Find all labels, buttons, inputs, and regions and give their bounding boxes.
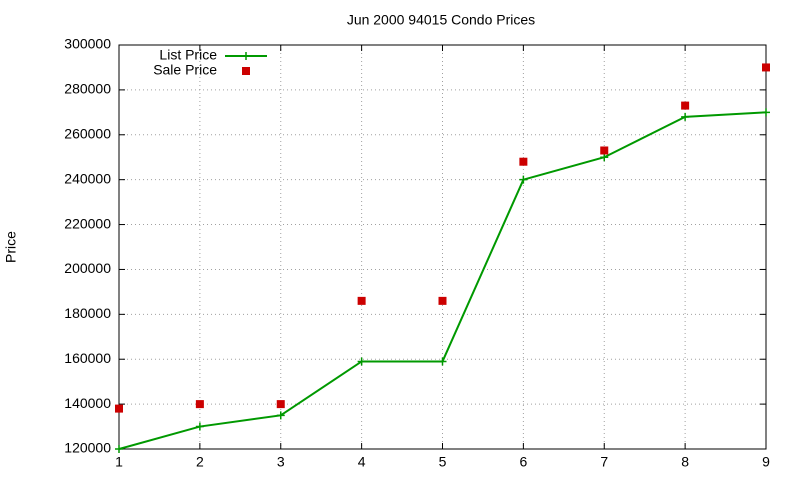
x-tick-label: 9	[762, 454, 770, 470]
data-point	[519, 157, 528, 166]
legend-marker	[242, 52, 250, 60]
legend-label: Sale Price	[153, 62, 217, 78]
x-tick-label: 2	[196, 454, 204, 470]
data-point	[600, 153, 609, 162]
data-point	[762, 108, 770, 117]
data-point	[762, 63, 770, 72]
y-tick-label: 120000	[64, 440, 111, 456]
data-point	[357, 357, 366, 366]
x-tick-label: 3	[277, 454, 285, 470]
x-tick-label: 6	[519, 454, 527, 470]
y-tick-label: 240000	[64, 170, 111, 186]
x-tick-label: 7	[600, 454, 608, 470]
data-point	[519, 175, 528, 184]
data-point	[115, 445, 123, 453]
data-point	[195, 400, 204, 409]
y-tick-label: 180000	[64, 305, 111, 321]
y-axis-label: Price	[3, 231, 19, 263]
data-point	[357, 296, 366, 305]
data-point	[681, 112, 690, 121]
data-point	[276, 400, 285, 409]
legend-marker	[242, 67, 250, 75]
x-tick-label: 8	[681, 454, 689, 470]
y-tick-label: 300000	[64, 36, 111, 52]
series-line	[118, 111, 767, 450]
data-point	[276, 411, 285, 420]
y-tick-label: 260000	[64, 125, 111, 141]
y-tick-label: 160000	[64, 350, 111, 366]
y-tick-label: 140000	[64, 395, 111, 411]
y-tick-label: 280000	[64, 81, 111, 97]
data-point	[195, 422, 204, 431]
data-point	[438, 357, 447, 366]
plot-border	[118, 44, 767, 450]
x-tick-label: 5	[439, 454, 447, 470]
y-tick-label: 220000	[64, 215, 111, 231]
legend-label: List Price	[159, 47, 217, 63]
y-tick-label: 200000	[64, 260, 111, 276]
chart-title: Jun 2000 94015 Condo Prices	[347, 12, 535, 28]
data-point	[681, 101, 690, 110]
data-point	[115, 404, 123, 413]
data-point	[438, 296, 447, 305]
x-tick-label: 1	[115, 454, 123, 470]
x-tick-label: 4	[358, 454, 366, 470]
data-point	[600, 146, 609, 155]
